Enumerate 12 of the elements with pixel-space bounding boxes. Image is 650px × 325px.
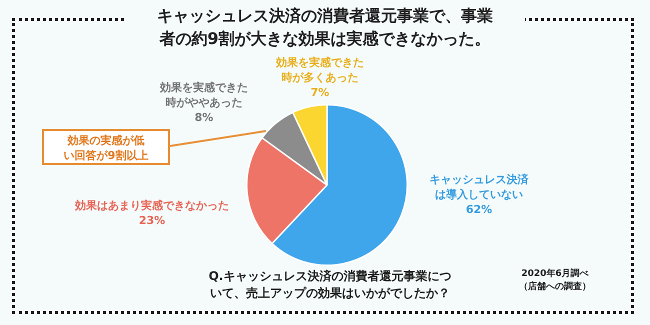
text: Q.キャッシュレス決済の消費者還元事業について、売上アップの効果はいかがでしたか？ <box>208 268 452 302</box>
slice-label: キャッシュレス決済は導入していない <box>430 172 530 201</box>
slice-label: 効果を実感できた時が多くあった <box>275 56 364 84</box>
data-label: 62% <box>466 202 492 216</box>
slice-label: 効果を実感できた時がややあった <box>159 80 248 109</box>
data-label: 7% <box>310 86 330 99</box>
text: 2020年6月調べ（店舗への調査） <box>518 268 592 294</box>
data-label: 23% <box>138 214 166 227</box>
text: 効果の実感が低い回答が9割以上 <box>42 129 170 165</box>
slice-label: 効果はあまり実感できなかった <box>74 198 229 212</box>
data-label: 8% <box>194 110 214 124</box>
chart-title: キャッシュレス決済の消費者還元事業で、事業者の約9割が大きな効果は実感できなかった。 <box>125 4 525 50</box>
